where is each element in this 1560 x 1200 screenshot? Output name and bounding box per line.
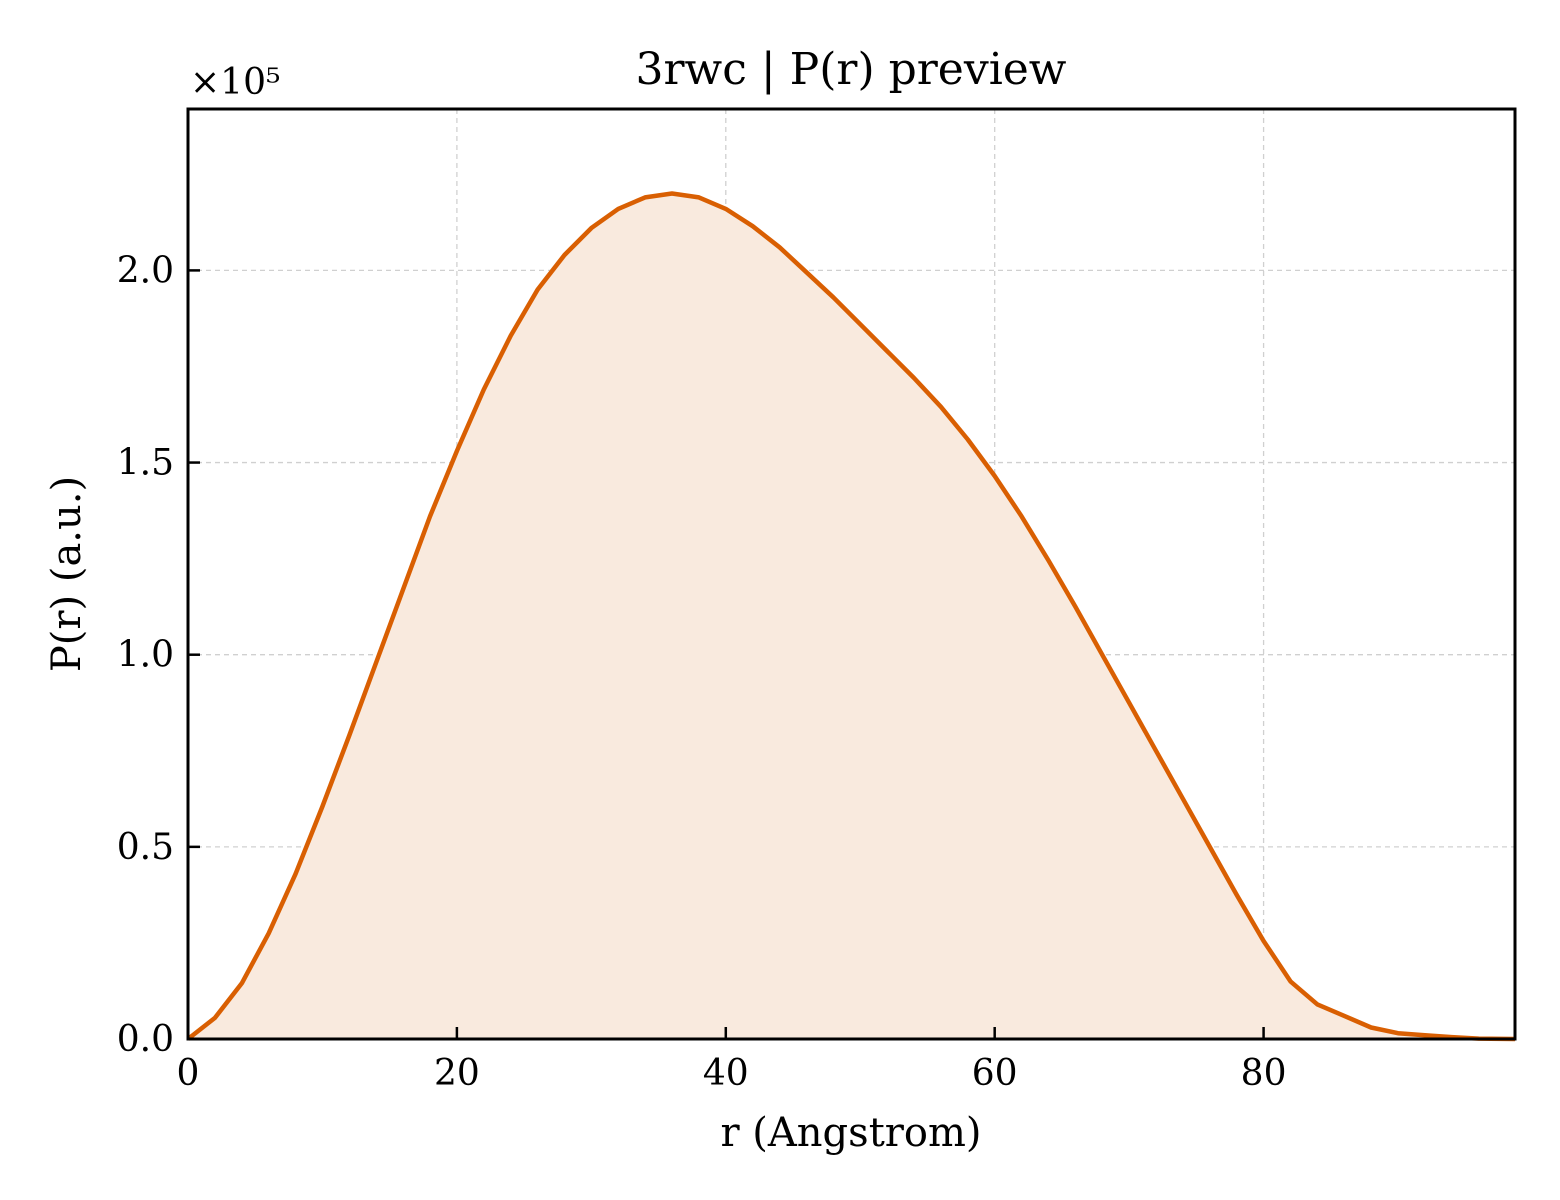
x-axis-label: r (Angstrom) (720, 1110, 981, 1156)
x-tick-label: 0 (177, 1053, 200, 1094)
pr-area-fill (188, 193, 1515, 1039)
y-tick-label: 1.0 (117, 635, 174, 676)
y-axis-label: P(r) (a.u.) (44, 476, 90, 672)
y-tick-label: 0.5 (117, 827, 174, 868)
chart-title: 3rwc | P(r) preview (636, 44, 1067, 95)
plot-frame (186, 107, 1517, 1041)
y-tick-label: 1.5 (117, 443, 174, 484)
pr-curve-line (186, 191, 1516, 1042)
x-tick-label: 40 (703, 1053, 749, 1094)
y-tick-label: 2.0 (117, 250, 174, 291)
ticks: 0 20 40 60 80 0.0 0.5 1.0 1.5 2.0 (117, 250, 1287, 1094)
x-tick-label: 20 (434, 1053, 480, 1094)
y-offset-label: ×10⁵ (190, 62, 280, 103)
x-tick-label: 60 (972, 1053, 1018, 1094)
x-tick-label: 80 (1241, 1053, 1287, 1094)
y-tick-label: 0.0 (117, 1019, 174, 1060)
